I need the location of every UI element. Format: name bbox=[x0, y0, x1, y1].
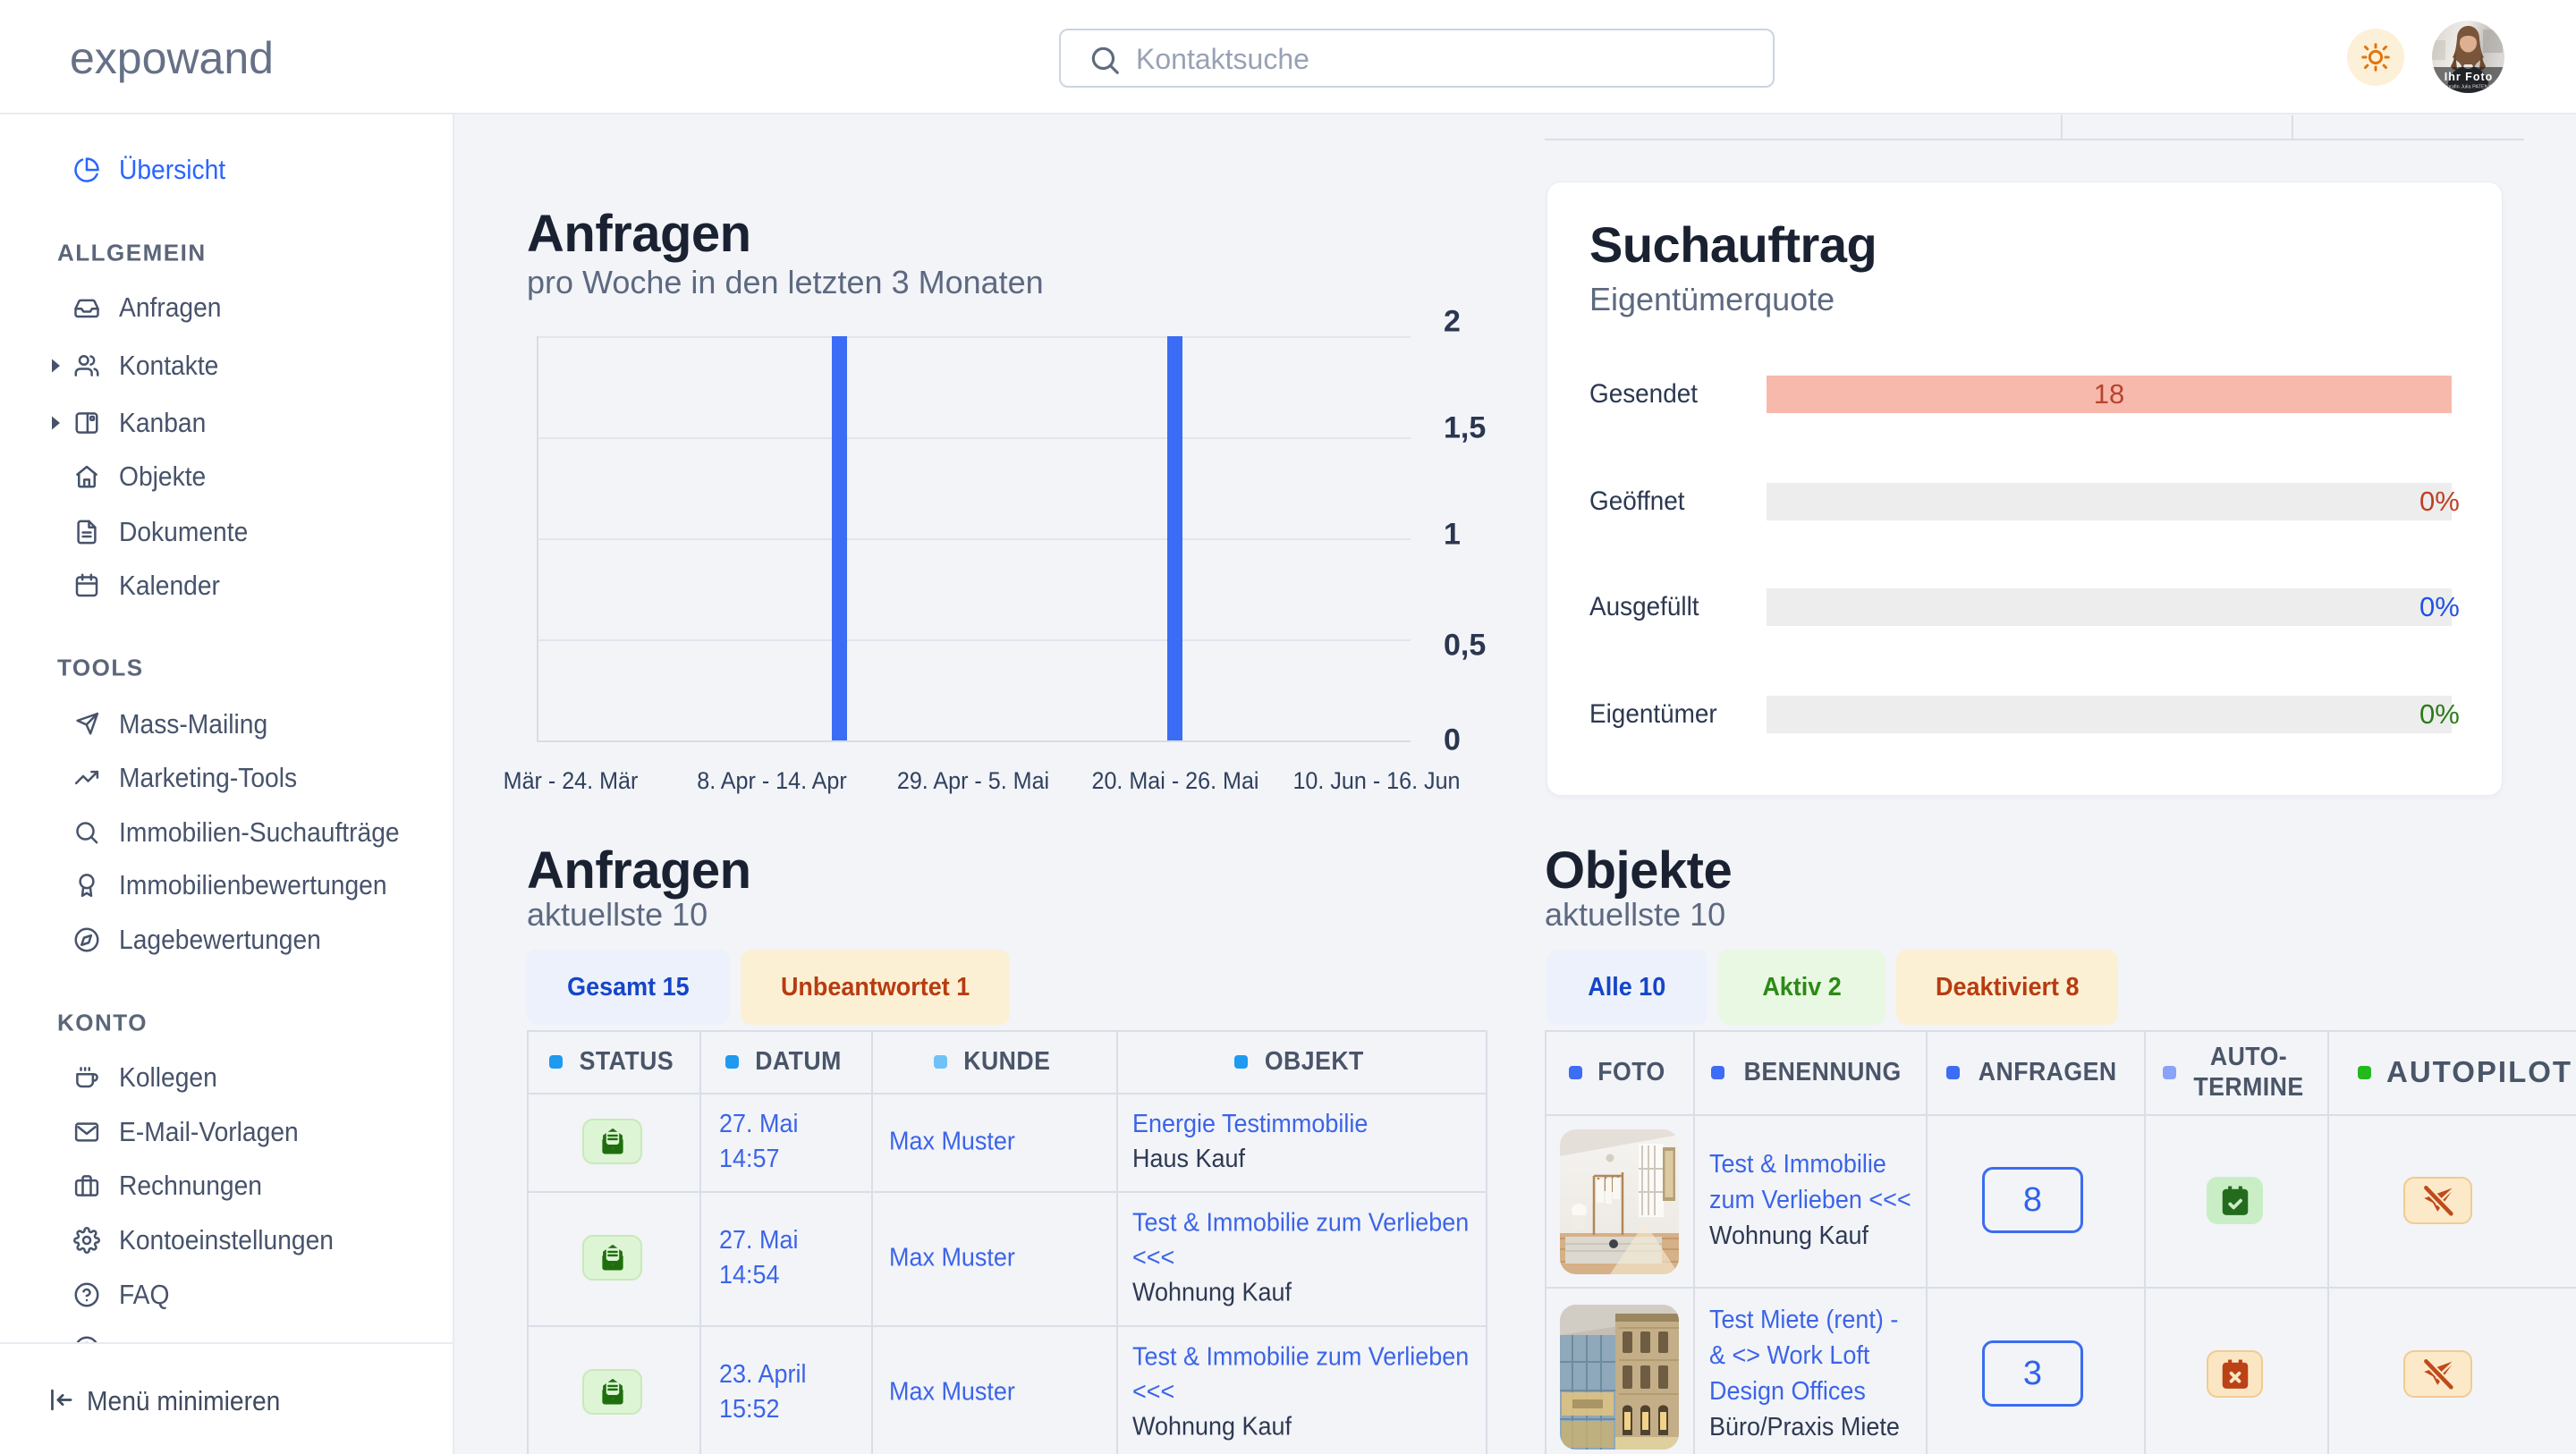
svg-text:Ihr Foto: Ihr Foto bbox=[2445, 71, 2494, 83]
svg-text:Fotografin Julia PATENIONS: Fotografin Julia PATENIONS bbox=[2437, 85, 2500, 90]
